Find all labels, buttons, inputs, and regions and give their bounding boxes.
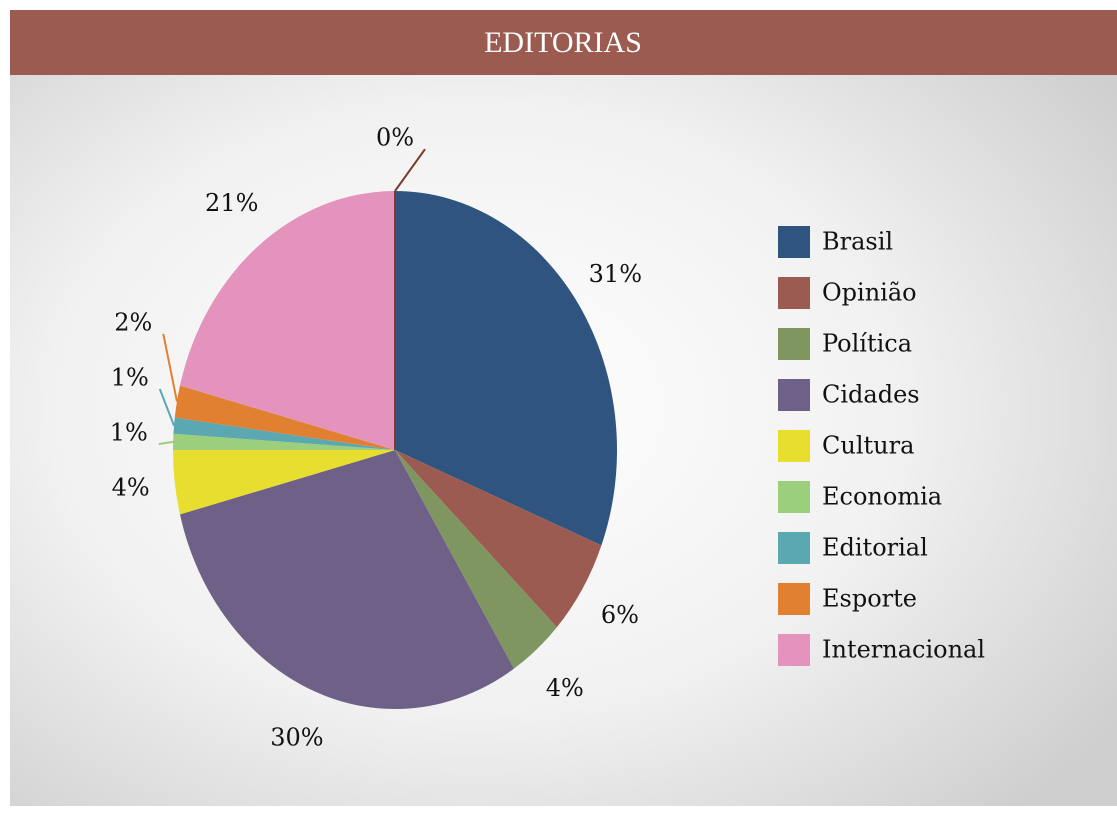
legend-label: Opinião [822,279,917,307]
leader-line [158,440,174,445]
legend-label: Esporte [822,585,917,613]
legend-swatch [778,430,810,462]
legend-label: Brasil [822,228,893,256]
data-label: 1% [110,418,148,446]
pie-slice [179,191,395,450]
legend-swatch [778,277,810,309]
legend-swatch [778,532,810,564]
leader-line [162,333,178,402]
pie-slice [395,450,557,669]
legend-label: Cidades [822,381,920,409]
legend-swatch [778,328,810,360]
pie-slice [174,385,395,450]
pie-slice [179,450,514,710]
legend-swatch [778,226,810,258]
legend-label: Editorial [822,534,928,562]
title-bar [10,10,1117,75]
leader-line [394,148,426,192]
legend-swatch [778,634,810,666]
data-label: 4% [546,674,584,702]
leader-line [158,388,175,426]
data-label: 6% [601,601,639,629]
legend-swatch [778,583,810,615]
legend-label: Cultura [822,432,914,460]
pie-slice [173,417,395,450]
pie-slice [173,450,395,515]
legend-label: Política [822,330,912,358]
data-label: 21% [205,189,258,217]
data-label: 4% [112,473,150,501]
data-label: 1% [111,363,149,391]
data-label: 30% [270,723,323,751]
legend-label: Economia [822,483,942,511]
pie-slice [395,191,618,546]
pie-slice [173,433,395,450]
legend-swatch [778,481,810,513]
data-label: 31% [589,260,642,288]
data-label: 2% [114,308,152,336]
legend-swatch [778,379,810,411]
pie-slice [395,450,602,628]
legend-label: Internacional [822,636,985,664]
chart-title: EDITORIAS [484,26,642,59]
data-label: 0% [376,124,414,152]
